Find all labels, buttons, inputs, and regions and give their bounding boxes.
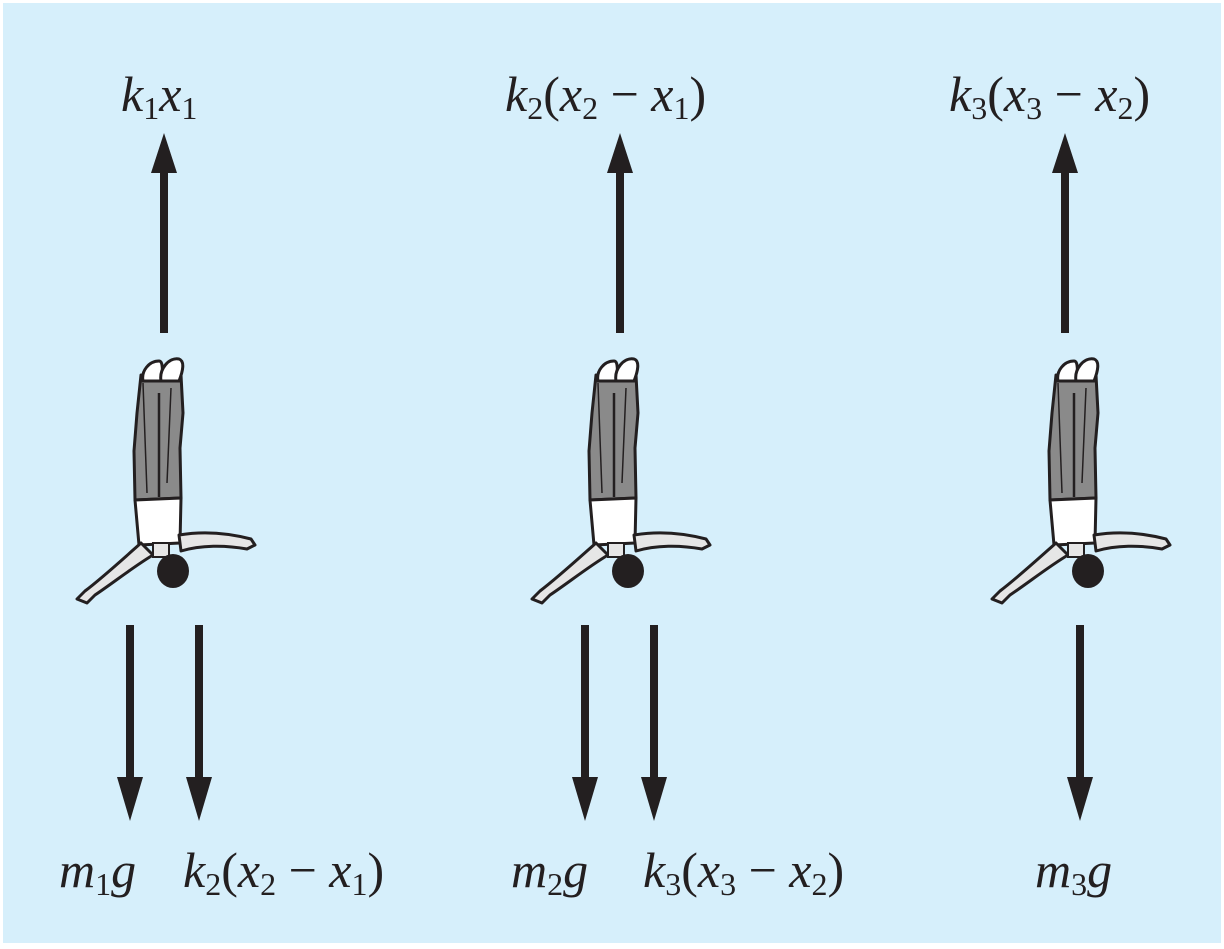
symbol: x [559, 66, 583, 122]
operator: ) [1133, 66, 1151, 122]
symbol: m [1035, 842, 1072, 898]
subscript: 3 [665, 866, 682, 902]
symbol: x [1095, 66, 1118, 122]
subscript: 3 [971, 90, 988, 126]
subscript: 2 [1117, 90, 1134, 126]
up-arrow-3 [1052, 133, 1078, 333]
operator: ( [681, 842, 698, 898]
jumper-3-figure [990, 357, 1172, 605]
operator: − [1042, 66, 1096, 122]
subscript: 2 [811, 866, 828, 902]
symbol: x [329, 842, 352, 898]
subscript: 1 [181, 90, 198, 126]
symbol: m [511, 842, 548, 898]
symbol: g [111, 842, 137, 898]
symbol: k [505, 66, 528, 122]
up-arrow-2 [607, 133, 633, 333]
symbol: x [651, 66, 674, 122]
subscript: 1 [673, 90, 690, 126]
symbol: x [1003, 66, 1027, 122]
symbol: x [697, 842, 721, 898]
symbol: g [1087, 842, 1113, 898]
weight-arrow-3 [1067, 625, 1093, 821]
weight-arrow-2 [572, 625, 598, 821]
weight-label-2: m2g [511, 845, 588, 900]
symbol: k [643, 842, 666, 898]
spring-arrow-1 [186, 625, 212, 821]
subscript: 2 [547, 866, 564, 902]
subscript: 3 [1026, 90, 1043, 126]
symbol: x [237, 842, 261, 898]
operator: − [598, 66, 652, 122]
operator: ) [367, 842, 385, 898]
up-force-label-1: k1x1 [121, 69, 197, 124]
weight-label-1: m1g [59, 845, 136, 900]
operator: − [276, 842, 330, 898]
weight-arrow-1 [117, 625, 143, 821]
operator: ( [543, 66, 560, 122]
weight-label-3: m3g [1035, 845, 1112, 900]
subscript: 1 [95, 866, 112, 902]
symbol: x [159, 66, 182, 122]
subscript: 2 [527, 90, 544, 126]
operator: ( [987, 66, 1004, 122]
jumper-2-figure [530, 357, 712, 605]
symbol: k [121, 66, 144, 122]
subscript: 2 [205, 866, 222, 902]
operator: ) [827, 842, 845, 898]
spring-force-label-1: k2(x2 − x1) [183, 845, 384, 900]
up-force-label-2: k2(x2 − x1) [505, 69, 706, 124]
operator: ) [689, 66, 707, 122]
subscript: 1 [143, 90, 160, 126]
symbol: g [563, 842, 589, 898]
operator: ( [221, 842, 238, 898]
subscript: 2 [582, 90, 599, 126]
subscript: 1 [351, 866, 368, 902]
subscript: 3 [1071, 866, 1088, 902]
spring-force-label-2: k3(x3 − x2) [643, 845, 844, 900]
subscript: 3 [720, 866, 737, 902]
operator: − [736, 842, 790, 898]
diagram-graphics [75, 133, 1172, 821]
up-arrow-1 [151, 133, 177, 333]
symbol: x [789, 842, 812, 898]
symbol: k [949, 66, 972, 122]
subscript: 2 [260, 866, 277, 902]
spring-arrow-2 [641, 625, 667, 821]
symbol: k [183, 842, 206, 898]
up-force-label-3: k3(x3 − x2) [949, 69, 1150, 124]
symbol: m [59, 842, 96, 898]
jumper-1-figure [75, 357, 257, 605]
